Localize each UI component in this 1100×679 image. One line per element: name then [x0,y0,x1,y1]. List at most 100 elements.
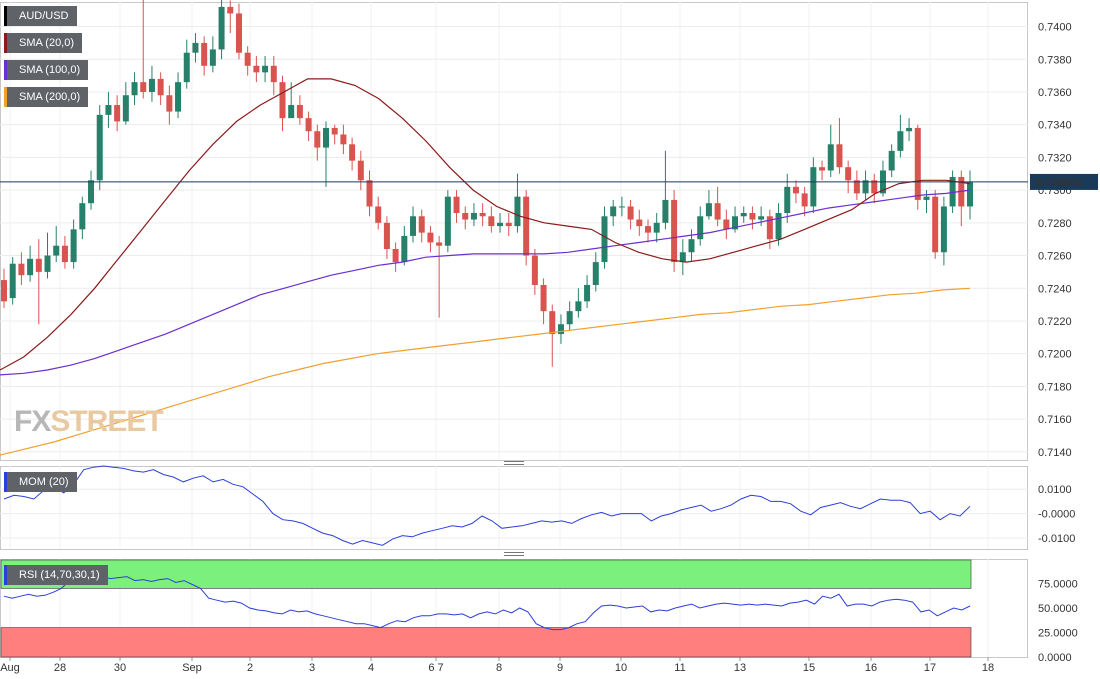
candle-body [584,284,591,302]
candle-body [610,206,617,217]
candle-body [383,222,390,249]
x-tick-label: 30 [114,662,126,674]
candle-body [688,239,695,253]
mom-line [3,465,971,546]
candle-body [436,242,443,246]
x-tick-label: 16 [865,662,877,674]
x-tick-label: 2 [247,662,253,674]
price-panel [0,2,1028,461]
candle-body [819,167,826,171]
price-y-tick: 0.7380 [1038,54,1072,66]
candle-body [592,262,599,285]
candle-body [810,167,817,207]
candle-body [35,258,42,272]
candle-body [175,82,182,112]
legend-pair[interactable]: AUD/USD [4,6,77,26]
legend-sma100[interactable]: SMA (100,0) [4,60,89,80]
candle-body [61,245,68,263]
candle-body [906,127,913,132]
candle-body [296,105,303,119]
legend-rsi[interactable]: RSI (14,70,30,1) [4,565,108,585]
candle-body [723,219,730,230]
candle-body [549,311,556,335]
candle-body [462,213,469,220]
candle-body [427,232,434,243]
candle-body [262,65,269,73]
rsi-y-tick: 25.0000 [1038,628,1078,640]
x-tick-label: 17 [924,662,936,674]
candle-body [235,13,242,53]
mom-y-tick: 0.0100 [1038,484,1072,496]
candle-body [488,216,495,227]
current-price-tag [1030,173,1098,190]
sma20-line [0,78,971,371]
candle-body [18,263,25,276]
candle-body [357,160,364,181]
price-y-tick: 0.7200 [1038,349,1072,361]
candle-body [923,196,930,200]
candle-body [122,95,129,122]
x-tick-label: 13 [734,662,746,674]
candle-body [662,199,669,223]
candle-body [453,196,460,214]
rsi-y-tick: 75.0000 [1038,579,1078,591]
x-tick-label: 28 [54,662,66,674]
candle-body [253,65,260,73]
rsi-overbought-zone [0,559,972,589]
candle-body [270,65,277,83]
candle-body [531,255,538,285]
price-y-tick: 0.7140 [1038,447,1072,459]
candle-body [44,255,51,272]
candle-body [340,134,347,145]
watermark-street: STREET [50,405,163,438]
candle-body [636,219,643,227]
candle-body [444,196,451,246]
legend-mom[interactable]: MOM (20) [4,472,77,492]
candle-body [401,235,408,263]
candle-body [227,6,234,14]
candle-body [514,196,521,227]
candle-body [410,216,417,236]
candle-body [479,213,486,217]
candle-body [53,245,60,256]
candle-body [740,213,747,217]
rsi-line [3,575,971,631]
rsi-oversold-zone [0,627,972,658]
candle-body [288,105,295,119]
x-tick-label: 8 [496,662,502,674]
candle-body [618,206,625,208]
candle-body [575,301,582,312]
candle-body [114,105,121,122]
legend-sma200[interactable]: SMA (200,0) [4,87,89,107]
candle-body [853,180,860,194]
candle-body [279,82,286,119]
candle-body [79,203,86,230]
candle-body [470,213,477,220]
watermark-fx: FX [14,405,51,438]
price-y-tick: 0.7340 [1038,120,1072,132]
candle-body [244,52,251,66]
candle-body [775,213,782,240]
x-tick-label: 9 [557,662,563,674]
candle-body [940,206,947,253]
candle-body [888,150,895,171]
candle-body [792,186,799,194]
candle-body [897,131,904,151]
candle-body [166,95,173,112]
price-y-tick: 0.7400 [1038,22,1072,34]
candle-body [183,52,190,83]
candle-body [148,78,155,92]
legend-sma20[interactable]: SMA (20,0) [4,33,83,53]
candle-body [505,222,512,227]
price-y-tick: 0.7240 [1038,283,1072,295]
candle-body [967,181,973,207]
x-tick-label: 3 [309,662,315,674]
price-y-tick: 0.7220 [1038,316,1072,328]
price-y-tick: 0.7160 [1038,414,1072,426]
candle-body [671,199,678,263]
momentum-panel [0,466,1028,550]
candle-body [70,229,77,263]
candle-body [375,206,382,223]
candle-body [27,258,34,276]
